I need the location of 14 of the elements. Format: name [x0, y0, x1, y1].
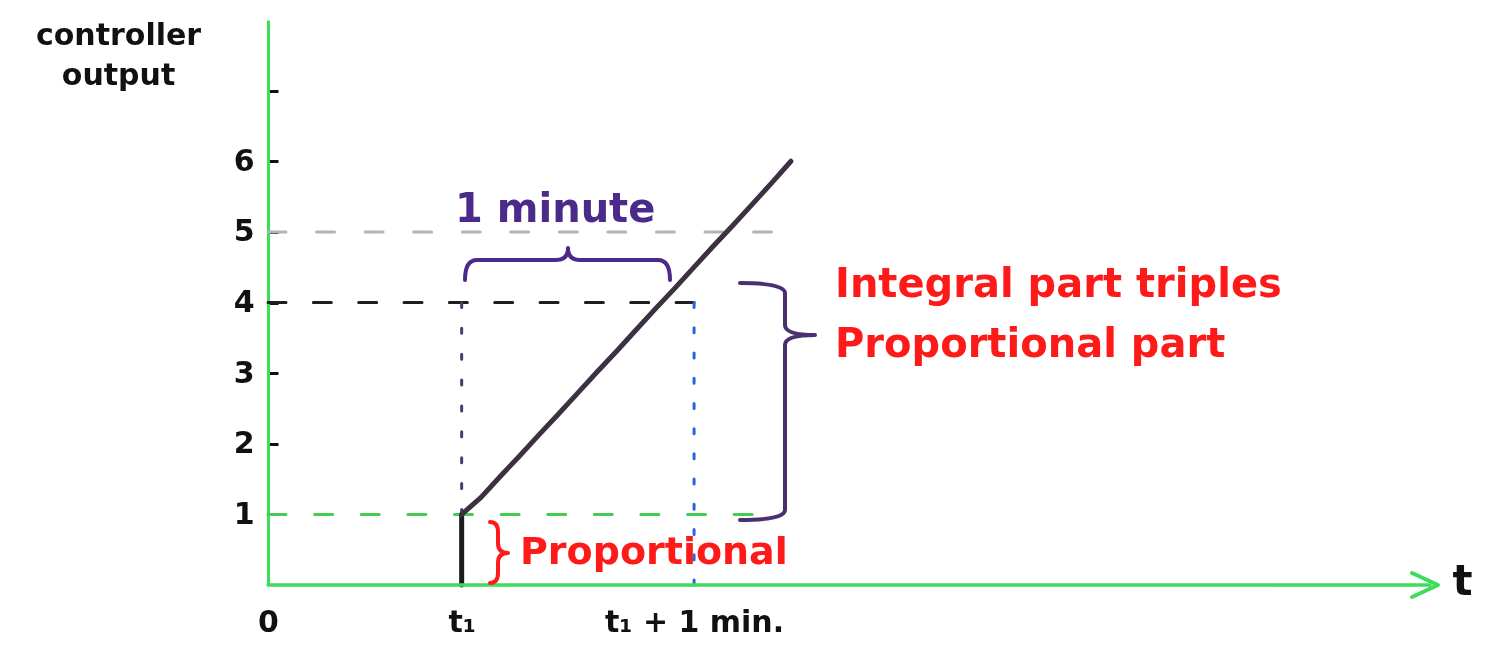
- y-axis-title: controller output: [35, 16, 202, 92]
- annotation: Integral part triples Proportional part: [835, 260, 1282, 366]
- annotation: Proportional: [520, 529, 788, 573]
- annotation: 1 minute: [455, 185, 656, 231]
- x-tick-label: t₁: [448, 603, 476, 639]
- x-axis-title: t: [1452, 555, 1473, 605]
- y-tick-label: 3: [233, 354, 255, 390]
- y-tick-label: 5: [233, 213, 255, 249]
- x-tick-label: 0: [258, 603, 279, 639]
- y-tick-label: 4: [233, 284, 255, 319]
- x-tick-label: t₁ + 1 min.: [605, 603, 785, 639]
- y-tick-label: 2: [233, 425, 255, 461]
- y-tick-label: 1: [233, 495, 255, 531]
- y-tick-label: 6: [233, 142, 255, 178]
